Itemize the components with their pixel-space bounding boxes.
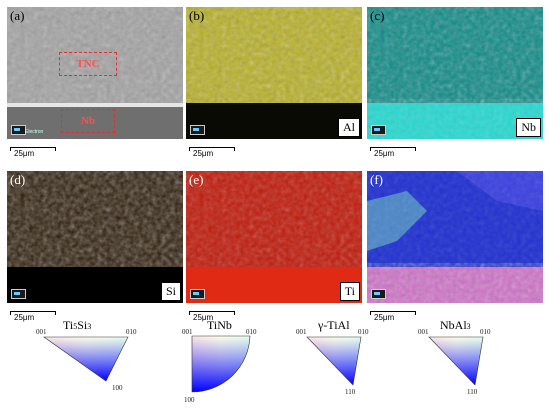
si-map-image bbox=[7, 171, 183, 303]
panel-a-sem: TNC Nb (a) Electron bbox=[7, 7, 183, 139]
detector-badge-icon bbox=[190, 125, 205, 135]
scale-bar-d: 25μm bbox=[10, 311, 56, 323]
detector-badge-icon bbox=[371, 125, 386, 135]
detector-text: Electron bbox=[25, 129, 44, 135]
panel-e-ti-map: (e) Ti bbox=[186, 171, 362, 303]
detector-badge-icon bbox=[11, 289, 26, 299]
nb-map-image bbox=[367, 7, 543, 139]
detector-badge-icon bbox=[11, 125, 26, 135]
legend-corner-010: 010 bbox=[358, 328, 369, 336]
legend-corner-110: 110 bbox=[467, 388, 478, 396]
region-label-nb: Nb bbox=[80, 115, 96, 127]
ipf-legend-tinb bbox=[191, 335, 251, 393]
legend-corner-010: 010 bbox=[126, 328, 137, 336]
detector-badge-icon bbox=[371, 289, 386, 299]
scale-bar-text: 25μm bbox=[193, 313, 214, 322]
legend-corner-010: 010 bbox=[480, 328, 491, 336]
scale-bar-text: 25μm bbox=[193, 149, 214, 158]
panel-label-c: (c) bbox=[370, 8, 385, 23]
legend-title-gamma-tial: γ-TiAl bbox=[318, 318, 350, 332]
scale-bar-text: 25μm bbox=[14, 313, 35, 322]
region-label-tnc: TNC bbox=[76, 58, 100, 70]
element-label-si: Si bbox=[160, 282, 181, 301]
legend-corner-001: 001 bbox=[182, 328, 193, 336]
region-box-tnc: TNC bbox=[59, 52, 117, 76]
legend-title-tinb: TiNb bbox=[207, 318, 232, 332]
panel-c-nb-map: (c) Nb bbox=[367, 7, 543, 139]
legend-corner-100: 100 bbox=[112, 384, 123, 392]
scale-bar-f: 25μm bbox=[370, 311, 416, 323]
panel-d-si-map: (d) Si bbox=[7, 171, 183, 303]
legend-corner-001: 001 bbox=[36, 328, 47, 336]
ipf-legend-nbal3 bbox=[428, 336, 484, 386]
scale-bar-text: 25μm bbox=[14, 149, 35, 158]
scale-bar-e: 25μm bbox=[189, 311, 235, 323]
sem-image bbox=[7, 7, 183, 139]
scale-bar-b: 25μm bbox=[189, 147, 235, 159]
al-map-image bbox=[186, 7, 362, 139]
scale-bar-text: 25μm bbox=[374, 313, 395, 322]
region-box-nb: Nb bbox=[61, 109, 115, 133]
panel-b-al-map: (b) Al bbox=[186, 7, 362, 139]
element-label-ti: Ti bbox=[339, 282, 360, 301]
ipf-legend-gamma-tial bbox=[306, 336, 362, 386]
legend-corner-001: 001 bbox=[418, 328, 429, 336]
scale-bar-c: 25μm bbox=[370, 147, 416, 159]
legend-corner-100: 100 bbox=[184, 396, 195, 404]
panel-label-d: (d) bbox=[10, 172, 26, 187]
element-label-al: Al bbox=[338, 118, 360, 137]
legend-title-ti5si3: Ti5Si3 bbox=[63, 318, 92, 332]
panel-f-ebsd-map: (f) bbox=[367, 171, 543, 303]
legend-corner-001: 001 bbox=[296, 328, 307, 336]
element-label-nb: Nb bbox=[516, 118, 541, 137]
scale-bar-text: 25μm bbox=[374, 149, 395, 158]
ipf-legend-ti5si3 bbox=[43, 336, 129, 382]
legend-corner-010: 010 bbox=[246, 328, 257, 336]
panel-label-b: (b) bbox=[189, 8, 205, 23]
ti-map-image bbox=[186, 171, 362, 303]
panel-label-f: (f) bbox=[370, 172, 383, 187]
ebsd-map-image bbox=[367, 171, 543, 303]
scale-bar-a: 25μm bbox=[10, 147, 56, 159]
legend-corner-110: 110 bbox=[345, 388, 356, 396]
panel-label-e: (e) bbox=[189, 172, 204, 187]
legend-title-nbal3: NbAl3 bbox=[440, 318, 471, 332]
detector-badge-icon bbox=[190, 289, 205, 299]
panel-label-a: (a) bbox=[10, 8, 25, 23]
